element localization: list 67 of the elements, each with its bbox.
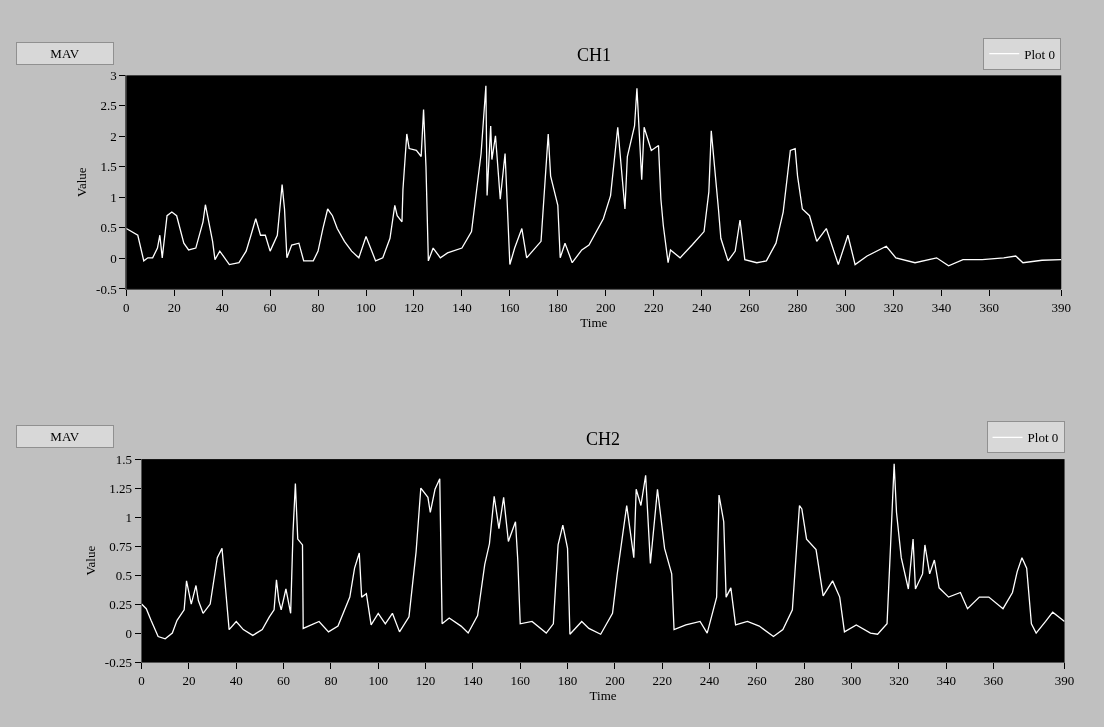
x-tick-label: 40 — [229, 672, 243, 688]
x-tick-label: 60 — [277, 672, 291, 688]
y-tick-label: 0.5 — [115, 567, 132, 583]
x-tick-label: 360 — [979, 299, 1000, 315]
chart-title: CH1 — [577, 45, 612, 65]
x-tick-label: 320 — [889, 672, 909, 688]
x-tick-label: 280 — [794, 672, 814, 688]
legend-label: Plot 0 — [1027, 430, 1059, 446]
x-tick-label: 260 — [747, 672, 767, 688]
y-tick-label: 1 — [125, 509, 132, 525]
y-tick-label: 1 — [110, 189, 117, 205]
y-tick-label: 0.25 — [109, 596, 132, 612]
x-tick-label: 200 — [596, 299, 616, 315]
x-tick-label: 140 — [463, 672, 483, 688]
x-tick-label: 390 — [1051, 299, 1072, 315]
y-tick-label: 1.5 — [100, 159, 117, 175]
x-tick-label: 390 — [1054, 672, 1075, 688]
x-tick-label: 320 — [883, 299, 904, 315]
x-tick-label: 80 — [311, 299, 325, 315]
x-tick-label: 180 — [557, 672, 578, 688]
x-tick-label: 140 — [452, 299, 472, 315]
y-tick-label: 0 — [125, 625, 132, 641]
line-series — [126, 85, 1062, 267]
x-tick-label: 20 — [182, 672, 196, 688]
y-tick-label: 0.5 — [100, 220, 117, 236]
y-tick-label: -0.5 — [96, 281, 117, 297]
x-tick-label: 160 — [510, 672, 530, 688]
y-axis-title: Value — [74, 167, 90, 197]
x-tick-label: 260 — [739, 299, 760, 315]
x-tick-label: 120 — [415, 672, 436, 688]
x-tick-label: 60 — [263, 299, 277, 315]
x-tick-label: 220 — [652, 672, 672, 688]
y-tick-label: 3 — [110, 67, 117, 83]
x-tick-label: 240 — [699, 672, 720, 688]
x-tick-label: 20 — [167, 299, 181, 315]
x-tick-label: 80 — [324, 672, 338, 688]
x-tick-label: 360 — [983, 672, 1004, 688]
y-tick-label: 0.75 — [109, 538, 132, 554]
x-tick-label: 300 — [841, 672, 862, 688]
x-tick-label: 340 — [931, 299, 952, 315]
x-tick-label: 200 — [605, 672, 625, 688]
x-tick-label: 100 — [368, 672, 388, 688]
chart-title: CH2 — [586, 429, 621, 449]
x-axis-title: Time — [589, 687, 617, 703]
x-tick-label: 220 — [643, 299, 664, 315]
y-tick-label: 1.5 — [115, 451, 132, 467]
x-tick-label: 280 — [787, 299, 808, 315]
y-tick-label: -0.25 — [104, 654, 132, 670]
x-tick-label: 160 — [500, 299, 520, 315]
y-tick-label: 2.5 — [100, 98, 117, 114]
line-series — [141, 463, 1065, 640]
y-tick-label: 0 — [110, 250, 117, 266]
legend-label: Plot 0 — [1024, 46, 1055, 62]
y-tick-label: 2 — [110, 128, 117, 144]
x-tick-label: 100 — [356, 299, 376, 315]
y-tick-label: 1.25 — [109, 480, 132, 496]
x-tick-label: 40 — [215, 299, 229, 315]
x-tick-label: 340 — [936, 672, 956, 688]
text: MAV — [50, 46, 80, 61]
text: MAV — [50, 429, 80, 444]
x-tick-label: 300 — [835, 299, 856, 315]
x-axis-title: Time — [580, 314, 608, 330]
y-axis-title: Value — [82, 545, 98, 576]
x-tick-label: 120 — [404, 299, 424, 315]
x-tick-label: 0 — [138, 672, 145, 688]
x-tick-label: 240 — [691, 299, 712, 315]
x-tick-label: 180 — [548, 299, 568, 315]
